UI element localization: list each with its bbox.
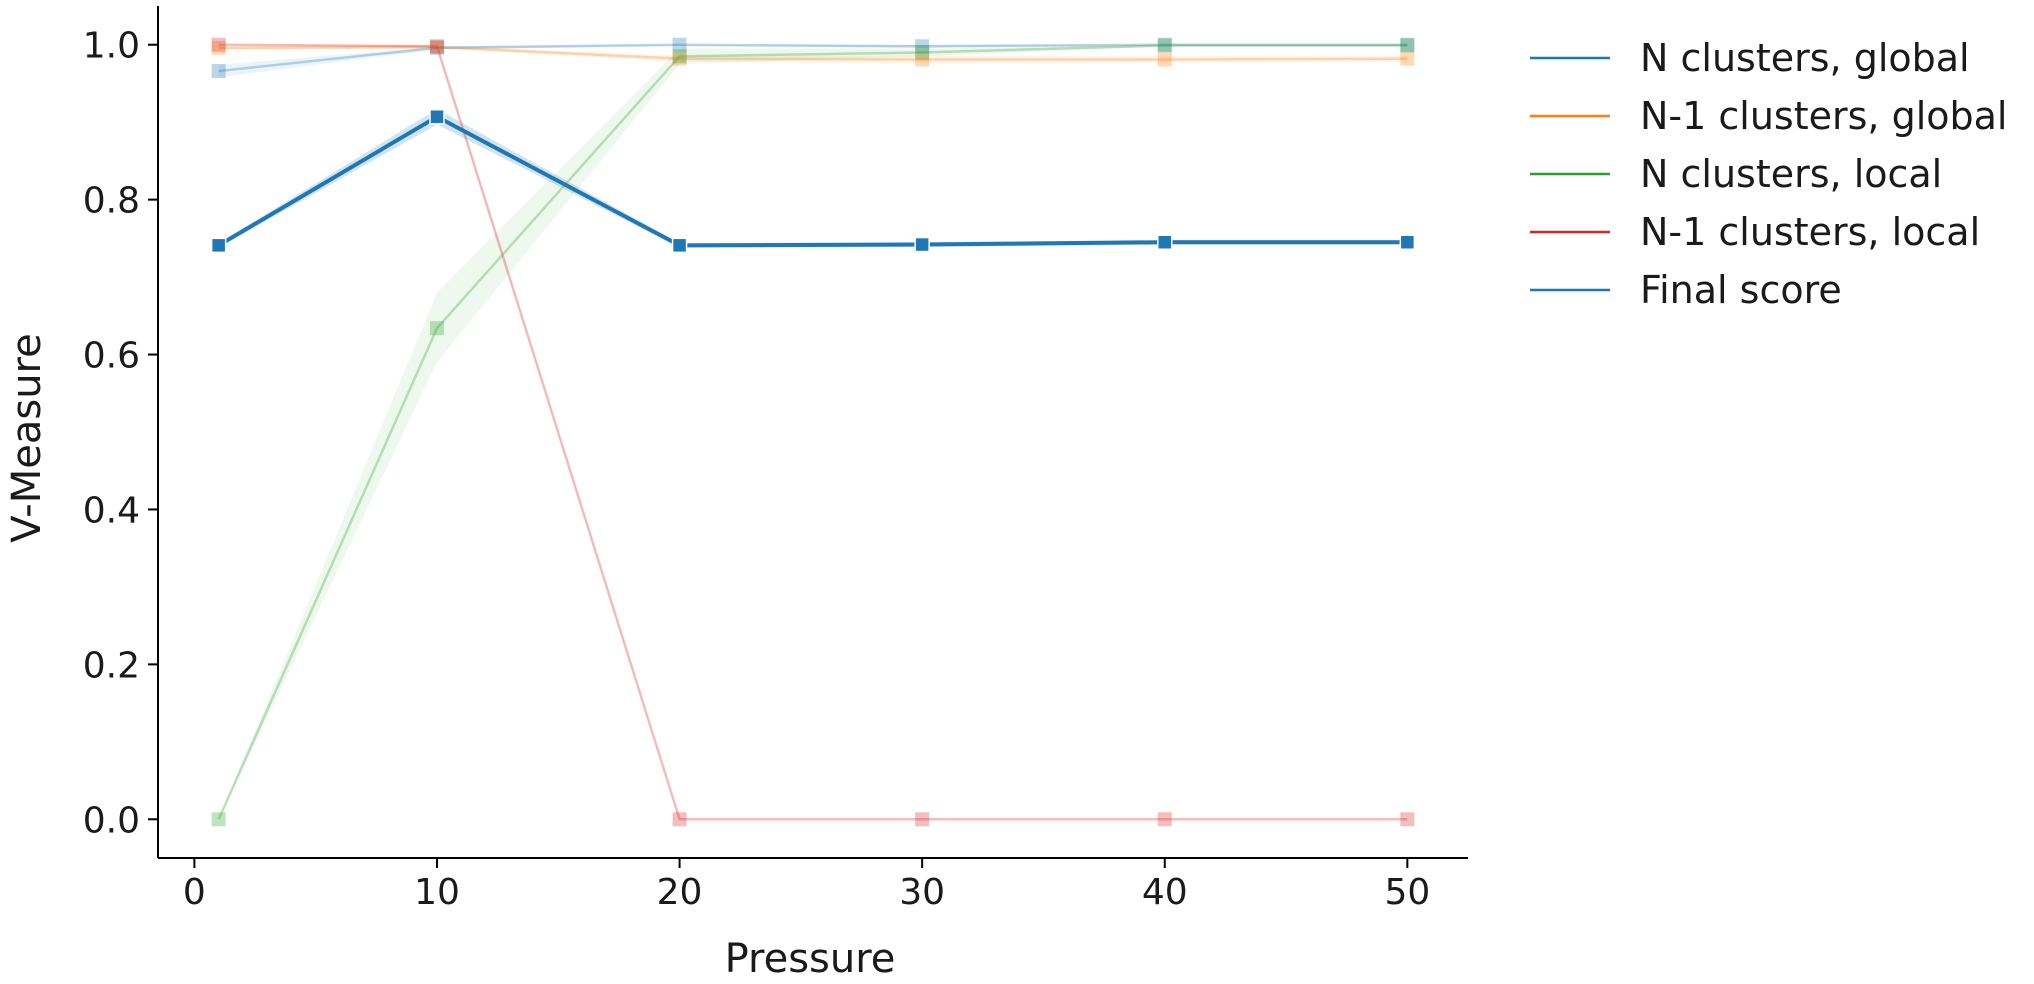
x-tick-label-3: 30	[899, 872, 945, 913]
y-tick-label-1: 0.2	[83, 645, 140, 686]
legend-label-4: Final score	[1640, 268, 1842, 312]
marker-series-0-point-4	[1157, 37, 1172, 52]
marker-series-1-point-4	[1157, 52, 1172, 67]
marker-series-3-point-3	[915, 812, 930, 827]
y-tick-label-5: 1.0	[83, 26, 140, 67]
legend-label-1: N-1 clusters, global	[1640, 94, 2007, 138]
marker-series-3-point-5	[1400, 812, 1415, 827]
x-tick-label-4: 40	[1142, 872, 1188, 913]
marker-series-2-point-1	[429, 321, 444, 336]
marker-series-0-point-3	[915, 39, 930, 54]
marker-series-1-point-3	[915, 52, 930, 67]
marker-series-4-point-5	[1399, 234, 1416, 250]
marker-series-2-point-3	[915, 45, 930, 60]
marker-series-4-point-1	[429, 109, 445, 125]
marker-series-2-point-5	[1400, 38, 1415, 53]
confidence-bands	[218, 44, 1408, 820]
x-tick-label-2: 20	[657, 872, 703, 913]
legend-label-2: N clusters, local	[1640, 152, 1942, 196]
marker-series-4-point-4	[1157, 234, 1173, 250]
series-markers	[210, 37, 1416, 827]
y-axis-label: V-Measure	[4, 333, 50, 542]
line-series-2	[217, 44, 1408, 820]
marker-series-3-point-2	[672, 812, 687, 827]
x-tick-label-1: 10	[414, 872, 460, 913]
marker-series-1-point-1	[429, 40, 444, 55]
y-tick-label-0: 0.0	[83, 800, 140, 841]
band-series-2	[218, 44, 1408, 820]
series-lines	[217, 43, 1408, 821]
marker-series-4-point-0	[210, 237, 227, 254]
marker-series-2-point-4	[1157, 38, 1172, 53]
marker-series-1-point-5	[1400, 51, 1415, 66]
marker-series-0-point-5	[1400, 37, 1415, 52]
y-tick-label-3: 0.6	[83, 336, 140, 377]
marker-series-0-point-0	[211, 64, 226, 79]
legend: N clusters, global N-1 clusters, global N …	[1530, 36, 2007, 312]
x-axis-label: Pressure	[725, 936, 896, 982]
marker-series-2-point-2	[672, 49, 687, 64]
marker-series-1-point-2	[672, 51, 687, 66]
marker-series-0-point-2	[672, 37, 687, 52]
line-series-4	[217, 114, 1408, 248]
marker-series-4-point-2	[671, 237, 688, 254]
x-tick-label-5: 50	[1384, 872, 1430, 913]
band-series-1	[218, 45, 1408, 64]
marker-series-4-point-3	[914, 236, 930, 253]
line-series-0	[218, 43, 1408, 73]
y-tick-label-2: 0.4	[83, 490, 140, 531]
line-series-1	[218, 45, 1408, 61]
marker-series-3-point-0	[211, 37, 226, 52]
marker-series-0-point-1	[429, 40, 444, 55]
band-series-4	[218, 109, 1408, 248]
marker-series-3-point-1	[429, 39, 444, 54]
legend-label-3: N-1 clusters, local	[1640, 210, 1980, 254]
marker-series-2-point-0	[211, 812, 226, 827]
y-tick-label-4: 0.8	[83, 181, 140, 222]
x-tick-label-0: 0	[183, 872, 206, 913]
line-series-3	[218, 43, 1408, 821]
legend-label-0: N clusters, global	[1640, 36, 1970, 80]
axes: 0 10 20 30 40 50 0.0 0.2 0.4 0.6 0.8 1.0	[83, 6, 1468, 913]
marker-series-1-point-0	[211, 40, 226, 55]
marker-series-3-point-4	[1157, 812, 1172, 827]
